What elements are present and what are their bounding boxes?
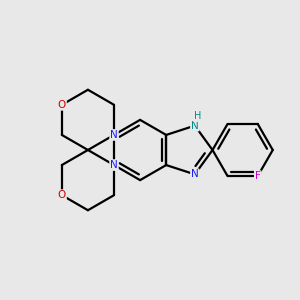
Text: O: O <box>58 190 66 200</box>
Text: N: N <box>191 169 199 179</box>
Text: N: N <box>110 160 118 170</box>
Text: F: F <box>255 171 261 181</box>
Text: N: N <box>191 121 199 130</box>
Text: O: O <box>58 100 66 110</box>
Text: N: N <box>110 130 118 140</box>
Text: H: H <box>194 111 201 121</box>
